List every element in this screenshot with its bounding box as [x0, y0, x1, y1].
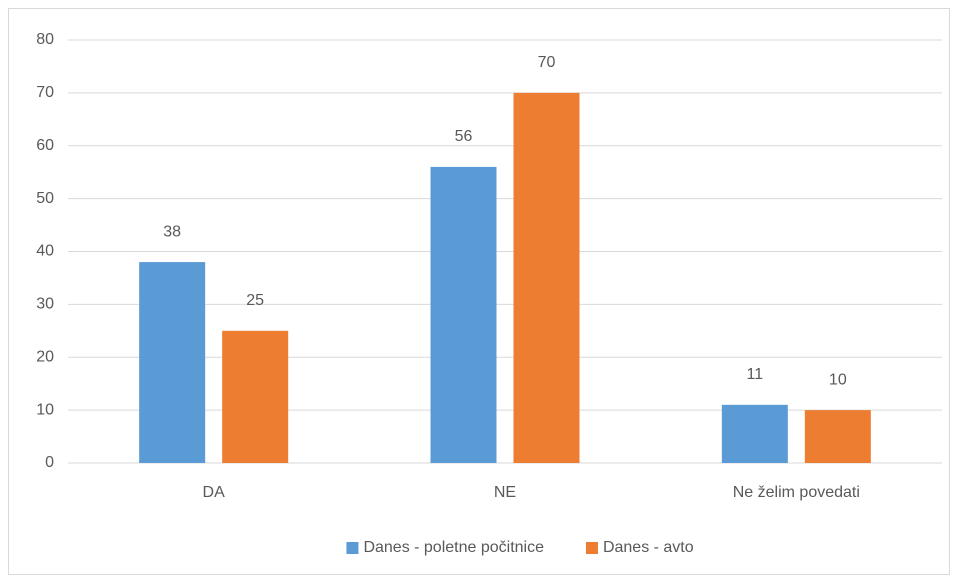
y-tick-label: 80: [36, 31, 54, 48]
bar: [222, 330, 289, 463]
bar: [721, 404, 788, 463]
legend-swatch: [585, 542, 598, 554]
legend-label: Danes - poletne počitnice: [363, 539, 544, 556]
x-tick-label: NE: [494, 484, 516, 501]
x-tick-label: DA: [203, 484, 226, 501]
data-label: 25: [246, 292, 264, 309]
x-tick-label: Ne želim povedati: [733, 484, 860, 501]
y-tick-label: 40: [36, 243, 54, 260]
y-tick-label: 30: [36, 296, 54, 313]
y-tick-label: 60: [36, 137, 54, 154]
y-tick-label: 50: [36, 190, 54, 207]
bar: [513, 92, 580, 463]
y-tick-label: 20: [36, 348, 54, 365]
bar: [804, 410, 871, 463]
data-label: 38: [163, 223, 181, 240]
y-tick-label: 0: [45, 454, 54, 471]
y-tick-label: 10: [36, 401, 54, 418]
legend-label: Danes - avto: [603, 539, 694, 556]
data-label: 11: [747, 366, 764, 383]
bar: [139, 262, 206, 463]
y-tick-label: 70: [36, 84, 54, 101]
legend-swatch: [346, 542, 359, 554]
data-label: 70: [538, 54, 556, 71]
bar: [430, 166, 497, 463]
data-label: 10: [829, 371, 847, 388]
data-label: 56: [455, 128, 473, 145]
